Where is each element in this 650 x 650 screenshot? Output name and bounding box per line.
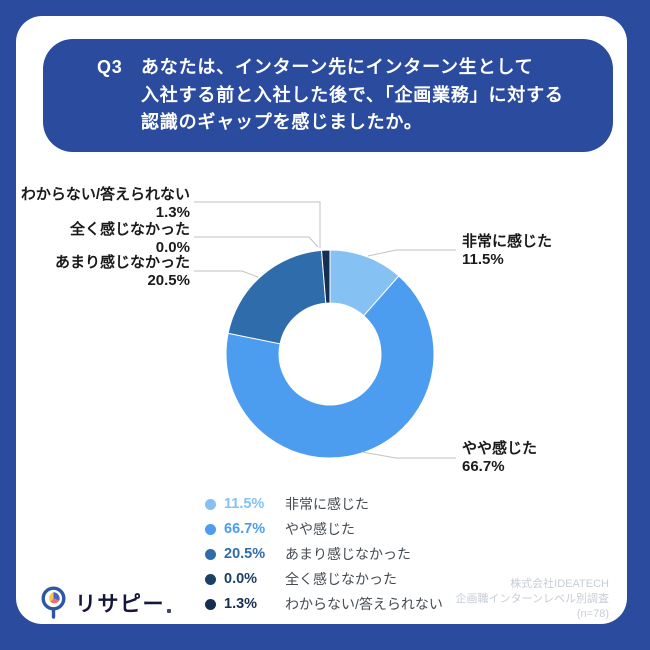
callout-label: あまり感じなかった [54,254,190,271]
leader-line-mattaku [194,236,319,248]
leader-line-wakaranai [194,201,321,248]
attribution-survey: 企画職インターンレベル別調査 [455,593,609,605]
legend-swatch-icon [205,498,216,510]
callout-mattaku: 全く感じなかった 0.0% [70,221,190,257]
question-line-1: あなたは、インターン先にインターン生として [141,57,534,77]
question-number: Q3 [97,57,123,77]
legend-swatch-icon [205,523,216,535]
question-box: Q3 あなたは、インターン先にインターン生として 入社する前と入社した後で、「企… [43,39,613,152]
donut-slices [225,249,435,459]
legend-value: 0.0% [224,571,258,587]
leader-line-yaya [361,451,456,459]
callout-value: 66.7% [462,458,505,475]
legend-label: 全く感じなかった [285,571,397,587]
risapi-logo: リサピー [40,585,171,620]
legend-label: あまり感じなかった [285,546,411,562]
callout-value: 20.5% [147,272,190,289]
pie-magnifier-icon [41,586,66,619]
legend-swatch-icon [205,573,216,585]
attribution-company: 株式会社IDEATECH [510,578,609,590]
legend-label: わからない/答えられない [285,596,443,612]
logo-period [167,609,171,613]
legend-row: 0.0% 全く感じなかった [205,570,443,588]
question-line-2: 入社する前と入社した後で、「企画業務」に対する [141,84,564,105]
legend-value: 11.5% [224,496,265,512]
legend-row: 20.5% あまり感じなかった [205,545,443,563]
legend-row: 66.7% やや感じた [205,520,443,538]
donut-slice-4 [320,249,331,304]
donut-slice-1 [225,275,435,459]
legend-swatch-icon [205,598,216,610]
callout-value: 0.0% [155,239,190,256]
callout-label: 全く感じなかった [69,221,190,238]
callout-label: やや感じた [462,440,538,457]
callout-yaya: やや感じた 66.7% [462,440,537,476]
callout-hijou: 非常に感じた 11.5% [462,233,552,269]
callout-value: 1.3% [155,204,190,221]
legend-value: 20.5% [224,546,266,562]
callout-label: 非常に感じた [462,233,553,250]
logo-wordmark: リサピー [75,592,165,616]
callout-amari: あまり感じなかった 20.5% [55,254,190,290]
legend-value: 66.7% [224,521,266,537]
attribution-sample-size: (n=78) [576,608,609,620]
chart-legend: 11.5% 非常に感じた 66.7% やや感じた 20.5% あまり感じなかった… [205,495,443,620]
legend-row: 1.3% わからない/答えられない [205,595,443,613]
legend-row: 11.5% 非常に感じた [205,495,443,513]
legend-value: 1.3% [224,596,258,612]
question-text: あなたは、インターン先にインターン生として 入社する前と入社した後で、「企画業務… [141,54,603,152]
donut-slice-2 [227,249,327,345]
legend-swatch-icon [205,548,216,560]
leader-line-hijou [367,249,456,257]
legend-label: 非常に感じた [285,496,369,512]
callout-value: 11.5% [462,251,504,268]
legend-label: やや感じた [285,521,355,537]
leader-lines [194,201,456,459]
leader-line-amari [194,270,259,278]
question-line-3: 認識のギャップを感じましたか。 [141,112,423,132]
attribution: 株式会社IDEATECH 企画職インターンレベル別調査 (n=78) [456,577,609,622]
callout-wakaranai: わからない/答えられない 1.3% [21,186,190,222]
callout-label: わからない/答えられない [20,186,190,203]
